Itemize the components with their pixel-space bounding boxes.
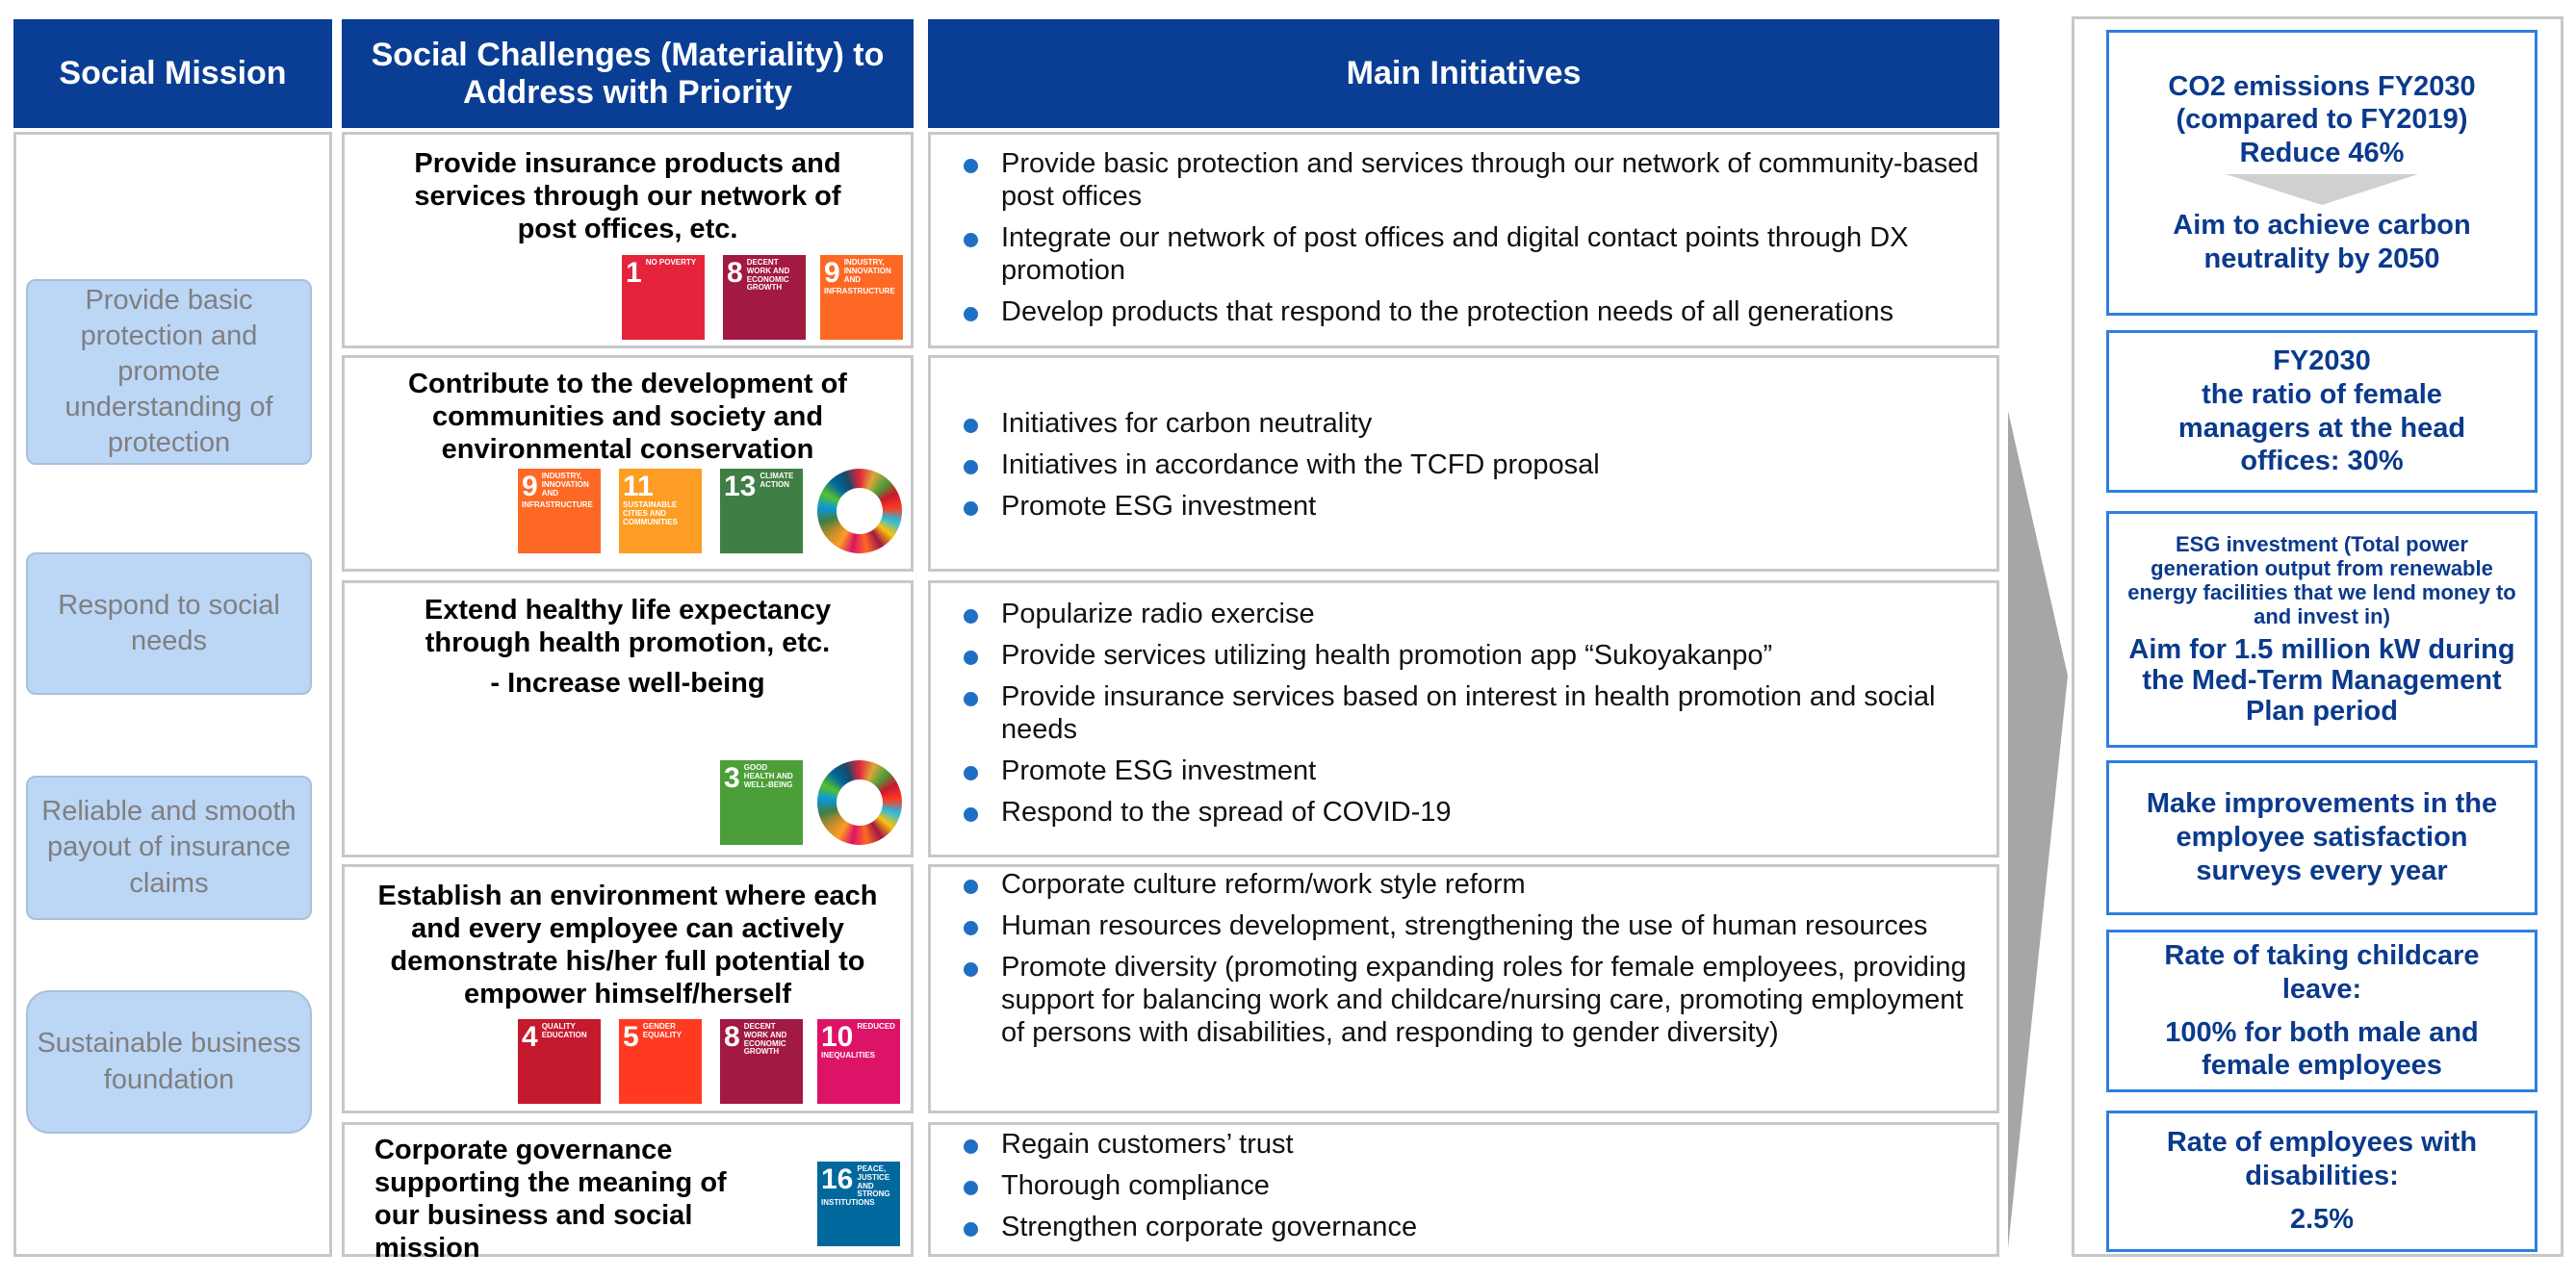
female-line2: the ratio of female managers at the head…	[2177, 378, 2466, 477]
sdg-9-icon: 9 INDUSTRY, INNOVATION AND INFRASTRUCTURE	[518, 469, 601, 553]
initiatives-row: Popularize radio exercise Provide service…	[928, 580, 1999, 857]
esg-goal: Aim for 1.5 million kW during the Med-Te…	[2128, 633, 2515, 727]
initiative-item: Promote diversity (promoting expanding r…	[958, 952, 1989, 1050]
challenge-title: Corporate governance supporting the mean…	[374, 1135, 727, 1264]
header-main-initiatives: Main Initiatives	[928, 19, 1999, 128]
initiative-item: Initiatives for carbon neutrality	[958, 408, 1989, 441]
initiative-item: Regain customers’ trust	[958, 1129, 1989, 1162]
target-esg: ESG investment (Total power generation o…	[2106, 511, 2537, 748]
challenge-title: Establish an environment where each and …	[377, 881, 878, 1010]
disab-value: 2.5%	[2289, 1203, 2355, 1235]
disab-title: Rate of employees with disabilities:	[2166, 1127, 2478, 1192]
initiatives-row: Corporate culture reform/work style refo…	[928, 864, 1999, 1113]
childcare-title: Rate of taking childcare leave:	[2164, 939, 2480, 1005]
sdg-8-icon: 8 DECENT WORK AND ECONOMIC GROWTH	[723, 255, 806, 340]
initiatives-row: Provide basic protection and services th…	[928, 132, 1999, 348]
initiative-item: Strengthen corporate governance	[958, 1212, 1989, 1244]
mission-protection: Provide basic protection and promote und…	[26, 279, 312, 465]
challenge-row: Provide insurance products and services …	[342, 132, 914, 348]
initiative-item: Develop products that respond to the pro…	[958, 296, 1989, 329]
co2-goal: Aim to achieve carbon neutrality by 2050	[2173, 209, 2471, 274]
initiative-item: Promote ESG investment	[958, 755, 1993, 788]
co2-title: CO2 emissions FY2030 (compared to FY2019…	[2168, 70, 2476, 136]
esg-desc: ESG investment (Total power generation o…	[2127, 531, 2516, 629]
initiative-item: Popularize radio exercise	[958, 599, 1993, 631]
challenge-title: Provide insurance products and services …	[414, 148, 841, 244]
mission-payout: Reliable and smooth payout of insurance …	[26, 776, 312, 920]
sdg-4-icon: 4 QUALITY EDUCATION	[518, 1019, 601, 1104]
sdg-wheel-icon	[817, 469, 902, 553]
initiatives-row: Regain customers’ trust Thorough complian…	[928, 1122, 1999, 1257]
sdg-9-icon: 9 INDUSTRY, INNOVATION AND INFRASTRUCTURE	[820, 255, 903, 340]
target-female-managers: FY2030 the ratio of female managers at t…	[2106, 330, 2537, 493]
initiative-item: Human resources development, strengtheni…	[958, 910, 1989, 943]
initiative-item: Provide basic protection and services th…	[958, 148, 1989, 214]
challenge-title: Contribute to the development of communi…	[408, 369, 847, 465]
challenge-subtitle: - Increase well-being	[490, 667, 765, 699]
initiative-item: Integrate our network of post offices an…	[958, 222, 1989, 288]
targets-panel	[2072, 16, 2563, 1257]
target-childcare: Rate of taking childcare leave: 100% for…	[2106, 930, 2537, 1092]
initiatives-row: Initiatives for carbon neutrality Initiat…	[928, 355, 1999, 572]
target-disabilities: Rate of employees with disabilities: 2.5…	[2106, 1111, 2537, 1252]
sdg-13-icon: 13 CLIMATE ACTION	[720, 469, 803, 553]
target-co2: CO2 emissions FY2030 (compared to FY2019…	[2106, 30, 2537, 316]
sdg-3-icon: 3 GOOD HEALTH AND WELL-BEING	[720, 760, 803, 845]
sdg-wheel-icon	[817, 760, 902, 845]
challenge-row: Extend healthy life expectancy through h…	[342, 580, 914, 857]
initiative-item: Thorough compliance	[958, 1170, 1989, 1203]
challenge-row: Contribute to the development of communi…	[342, 355, 914, 572]
challenge-row: Corporate governance supporting the mean…	[342, 1122, 914, 1264]
childcare-value: 100% for both male and female employees	[2165, 1016, 2479, 1082]
sdg-11-icon: 11 SUSTAINABLE CITIES AND COMMUNITIES	[619, 469, 702, 553]
mission-foundation: Sustainable business foundation	[26, 990, 312, 1134]
female-line1: FY2030	[2273, 345, 2371, 376]
co2-value: Reduce 46%	[2239, 138, 2405, 169]
initiative-item: Provide services utilizing health promot…	[958, 640, 1993, 673]
initiative-item: Promote ESG investment	[958, 491, 1989, 524]
initiative-item: Provide insurance services based on inte…	[958, 681, 1993, 747]
mission-social-needs: Respond to social needs	[26, 552, 312, 695]
header-social-challenges: Social Challenges (Materiality) to Addre…	[342, 19, 914, 128]
sdg-8-icon: 8 DECENT WORK AND ECONOMIC GROWTH	[720, 1019, 803, 1104]
sdg-5-icon: 5 GENDER EQUALITY	[619, 1019, 702, 1104]
survey-text: Make improvements in the employee satisf…	[2146, 788, 2498, 886]
challenge-row: Establish an environment where each and …	[342, 864, 914, 1113]
sdg-16-icon: 16 PEACE, JUSTICE AND STRONG INSTITUTIONS	[817, 1162, 900, 1246]
header-social-mission: Social Mission	[13, 19, 332, 128]
arrow-icon	[2008, 411, 2068, 1248]
sdg-1-icon: 1 NO POVERTY	[622, 255, 705, 340]
initiative-item: Initiatives in accordance with the TCFD …	[958, 449, 1989, 482]
target-survey: Make improvements in the employee satisf…	[2106, 760, 2537, 915]
sdg-10-icon: 10 REDUCED INEQUALITIES	[817, 1019, 900, 1104]
challenge-title: Extend healthy life expectancy through h…	[424, 595, 832, 658]
initiative-item: Respond to the spread of COVID-19	[958, 797, 1993, 830]
initiative-item: Corporate culture reform/work style refo…	[958, 869, 1989, 902]
down-arrow-icon	[2226, 173, 2418, 205]
